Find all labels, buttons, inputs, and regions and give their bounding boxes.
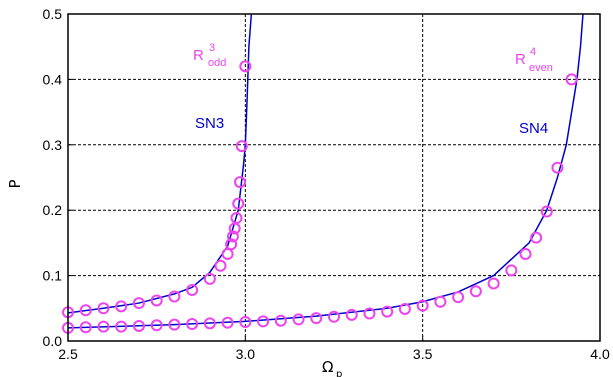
- x-tick-label: 3.5: [413, 346, 433, 362]
- data-point: [363, 307, 376, 320]
- data-point: [132, 319, 145, 332]
- data-point: [565, 73, 578, 86]
- plot-frame: [67, 13, 601, 342]
- data-point: [239, 60, 252, 73]
- data-point: [115, 300, 128, 313]
- data-point: [292, 313, 305, 326]
- y-tick-label: 0.5: [43, 6, 63, 22]
- y-tick-label: 0.3: [43, 137, 63, 153]
- data-point: [257, 315, 270, 328]
- series-label-r-odd-3-main: R: [193, 47, 204, 64]
- data-point: [345, 308, 358, 321]
- data-point: [214, 259, 227, 272]
- series-label-r-even-4-main: R: [515, 51, 526, 68]
- data-point: [115, 320, 128, 333]
- data-point: [150, 319, 163, 332]
- y-tick-label: 0.0: [43, 333, 63, 349]
- axes: [67, 13, 601, 342]
- y-axis-label: P: [6, 179, 24, 188]
- markers: [62, 60, 578, 334]
- x-axis-label-sub: p: [336, 369, 342, 377]
- data-point: [97, 320, 110, 333]
- data-point: [150, 294, 163, 307]
- series-label-r-odd-3-sub: odd: [208, 57, 226, 69]
- data-point: [551, 161, 564, 174]
- x-axis-label-main: Ω: [322, 358, 333, 376]
- curves: [67, 13, 584, 329]
- data-point: [416, 299, 429, 312]
- data-point: [519, 248, 532, 261]
- x-tick-label: 2.5: [58, 346, 78, 362]
- series-label-r-odd-3: R 3 odd: [193, 42, 226, 69]
- data-point: [226, 230, 239, 243]
- data-point: [452, 291, 465, 304]
- y-tick-label: 0.4: [43, 71, 63, 87]
- data-point: [487, 277, 500, 290]
- curve-sn4: [67, 13, 584, 329]
- x-axis-label: Ω p: [322, 358, 342, 377]
- data-point: [434, 295, 447, 308]
- data-point: [203, 317, 216, 330]
- series-label-r-odd-3-sup: 3: [209, 42, 215, 54]
- y-tick-label: 0.2: [43, 202, 63, 218]
- data-point: [221, 248, 234, 261]
- grid: [68, 14, 600, 341]
- data-point: [168, 318, 181, 331]
- data-point: [505, 264, 518, 277]
- curve-label-sn4: SN4: [519, 120, 548, 137]
- series-label-r-even-4: R 4 even: [515, 46, 553, 74]
- data-point: [530, 231, 543, 244]
- data-point: [168, 290, 181, 303]
- data-point: [381, 305, 394, 318]
- data-point: [540, 205, 553, 218]
- x-tick-label: 4.0: [590, 346, 610, 362]
- data-point: [239, 316, 252, 329]
- data-point: [328, 310, 340, 323]
- data-point: [234, 176, 247, 189]
- data-point: [186, 317, 199, 330]
- series-label-r-even-4-sup: 4: [530, 46, 536, 58]
- data-point: [274, 314, 287, 327]
- data-point: [235, 140, 248, 153]
- data-point: [230, 212, 243, 225]
- data-point: [79, 304, 92, 317]
- series-label-r-even-4-sub: even: [529, 62, 553, 74]
- data-point: [225, 238, 238, 251]
- data-point: [79, 321, 92, 334]
- data-point: [310, 312, 323, 325]
- data-point: [221, 316, 234, 329]
- data-point: [97, 302, 110, 315]
- y-tick-label: 0.1: [43, 268, 63, 284]
- x-tick-label: 3.0: [236, 346, 256, 362]
- data-point: [132, 297, 145, 310]
- curve-sn3: [67, 13, 253, 314]
- ticks: 2.5 3.0 3.5 4.0 0.0 0.1 0.2 0.3 0.4 0.5: [43, 6, 610, 362]
- data-point: [186, 283, 199, 296]
- data-point: [232, 197, 245, 210]
- data-point: [398, 302, 411, 315]
- curve-label-sn3: SN3: [195, 115, 224, 132]
- data-point: [203, 272, 216, 285]
- data-point: [469, 285, 482, 298]
